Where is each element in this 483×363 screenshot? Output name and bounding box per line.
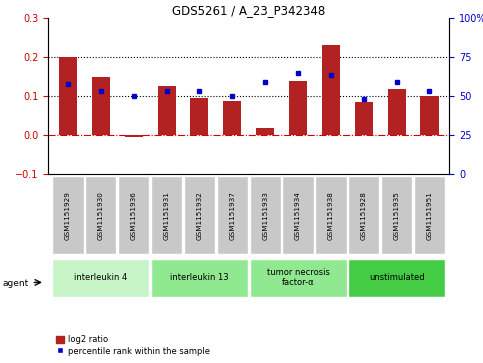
Text: GSM1151933: GSM1151933 <box>262 191 268 240</box>
FancyBboxPatch shape <box>118 176 149 254</box>
FancyBboxPatch shape <box>53 176 84 254</box>
FancyBboxPatch shape <box>184 176 215 254</box>
FancyBboxPatch shape <box>250 176 281 254</box>
Legend: log2 ratio, percentile rank within the sample: log2 ratio, percentile rank within the s… <box>53 332 213 359</box>
FancyBboxPatch shape <box>414 176 445 254</box>
Bar <box>420 96 439 135</box>
Text: agent: agent <box>2 279 28 287</box>
FancyBboxPatch shape <box>283 176 313 254</box>
FancyBboxPatch shape <box>315 176 346 254</box>
Text: unstimulated: unstimulated <box>369 273 425 282</box>
Text: GSM1151931: GSM1151931 <box>164 191 170 240</box>
FancyBboxPatch shape <box>250 259 346 297</box>
FancyBboxPatch shape <box>348 259 445 297</box>
Text: GSM1151938: GSM1151938 <box>328 191 334 240</box>
Bar <box>289 81 307 135</box>
Text: interleukin 4: interleukin 4 <box>74 273 128 282</box>
Bar <box>190 98 209 135</box>
FancyBboxPatch shape <box>381 176 412 254</box>
Text: GSM1151937: GSM1151937 <box>229 191 235 240</box>
Bar <box>256 128 274 135</box>
Text: GSM1151935: GSM1151935 <box>394 191 399 240</box>
Text: GSM1151930: GSM1151930 <box>98 191 104 240</box>
Text: tumor necrosis
factor-α: tumor necrosis factor-α <box>267 268 329 287</box>
Text: GSM1151932: GSM1151932 <box>197 191 202 240</box>
Bar <box>355 102 373 135</box>
Bar <box>59 57 77 135</box>
Text: GSM1151936: GSM1151936 <box>131 191 137 240</box>
Bar <box>157 86 176 135</box>
Text: GSM1151929: GSM1151929 <box>65 191 71 240</box>
Text: GSM1151951: GSM1151951 <box>426 191 432 240</box>
FancyBboxPatch shape <box>85 176 116 254</box>
Bar <box>387 89 406 135</box>
Bar <box>223 101 242 135</box>
Bar <box>322 45 340 135</box>
FancyBboxPatch shape <box>217 176 248 254</box>
FancyBboxPatch shape <box>348 176 379 254</box>
FancyBboxPatch shape <box>151 176 182 254</box>
Text: GSM1151928: GSM1151928 <box>361 191 367 240</box>
FancyBboxPatch shape <box>53 259 149 297</box>
Bar <box>92 77 110 135</box>
Text: interleukin 13: interleukin 13 <box>170 273 229 282</box>
Title: GDS5261 / A_23_P342348: GDS5261 / A_23_P342348 <box>172 4 326 17</box>
FancyBboxPatch shape <box>151 259 248 297</box>
Text: GSM1151934: GSM1151934 <box>295 191 301 240</box>
Bar <box>125 135 143 137</box>
